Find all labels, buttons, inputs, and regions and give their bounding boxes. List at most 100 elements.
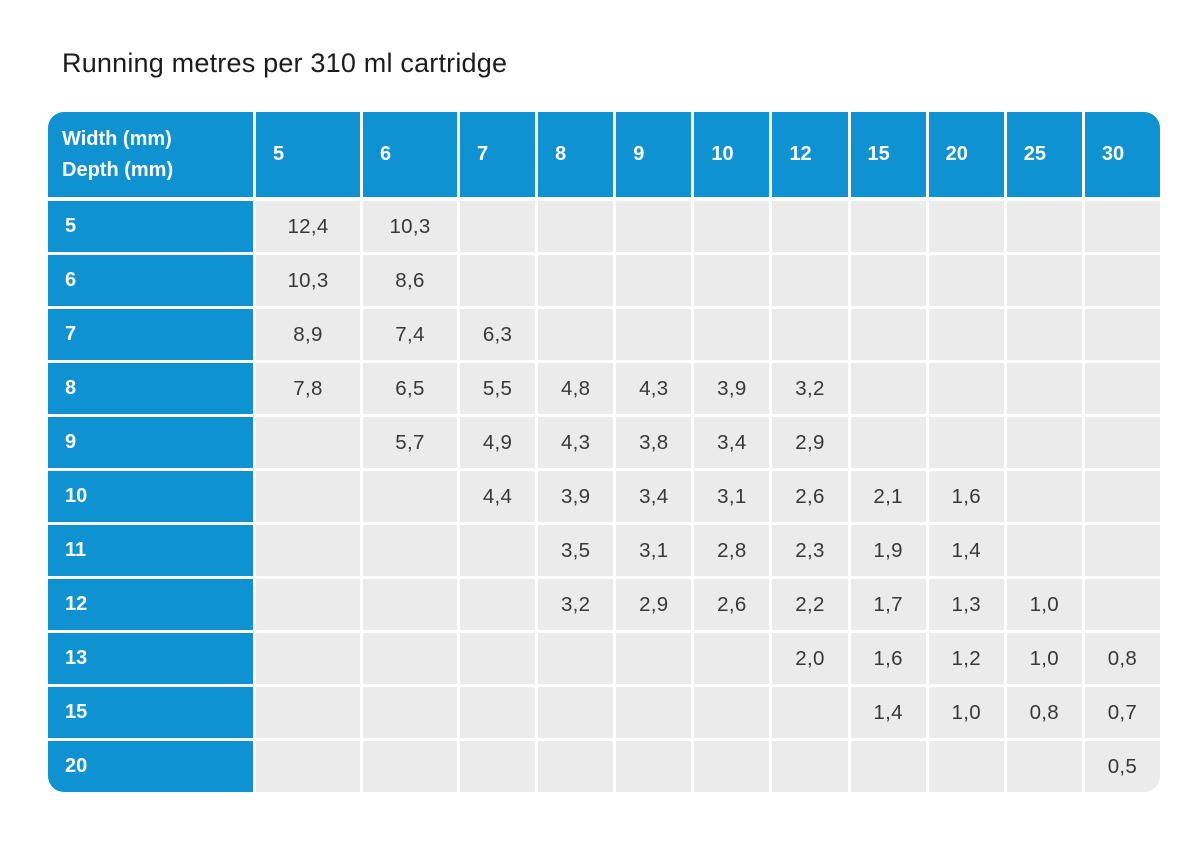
table-row: 9 5,7 4,9 4,3 3,8 3,4 2,9	[48, 417, 1160, 468]
data-cell: 3,1	[694, 471, 770, 522]
data-cell: 4,8	[538, 363, 614, 414]
row-header-9: 9	[48, 417, 253, 468]
data-cell: 2,9	[772, 417, 848, 468]
data-cell: 0,7	[1084, 687, 1160, 738]
data-cell: 2,8	[694, 525, 770, 576]
row-header-12: 12	[48, 579, 253, 630]
data-cell: 7,4	[363, 309, 457, 360]
data-cell	[256, 579, 360, 630]
data-cell: 1,4	[850, 687, 926, 738]
data-cell	[850, 255, 926, 306]
data-cell: 6,3	[460, 309, 536, 360]
data-cell	[256, 471, 360, 522]
data-cell: 2,2	[772, 579, 848, 630]
data-cell	[694, 687, 770, 738]
data-cell: 12,4	[256, 201, 360, 252]
data-cell: 0,5	[1084, 741, 1160, 792]
data-cell: 3,8	[616, 417, 692, 468]
data-cell	[1006, 741, 1082, 792]
data-cell	[256, 687, 360, 738]
row-header-8: 8	[48, 363, 253, 414]
data-cell	[1084, 525, 1160, 576]
data-cell: 1,3	[928, 579, 1004, 630]
data-cell	[1006, 309, 1082, 360]
data-cell	[460, 525, 536, 576]
data-cell	[850, 309, 926, 360]
data-cell	[850, 363, 926, 414]
data-cell: 8,9	[256, 309, 360, 360]
data-cell	[1006, 417, 1082, 468]
data-cell	[928, 363, 1004, 414]
data-cell	[928, 309, 1004, 360]
data-cell	[538, 633, 614, 684]
data-cell	[1084, 309, 1160, 360]
data-cell	[1084, 417, 1160, 468]
data-cell: 1,0	[928, 687, 1004, 738]
row-header-7: 7	[48, 309, 253, 360]
col-header-5: 5	[256, 112, 360, 197]
data-cell: 1,0	[1006, 633, 1082, 684]
data-cell	[850, 201, 926, 252]
table-row: 20 0,5	[48, 741, 1160, 792]
row-header-15: 15	[48, 687, 253, 738]
data-cell	[694, 255, 770, 306]
data-cell: 2,3	[772, 525, 848, 576]
data-cell	[1006, 525, 1082, 576]
data-cell	[772, 741, 848, 792]
data-cell: 8,6	[363, 255, 457, 306]
data-cell	[460, 255, 536, 306]
col-header-12: 12	[772, 112, 848, 197]
data-cell	[616, 309, 692, 360]
data-cell	[363, 471, 457, 522]
row-header-13: 13	[48, 633, 253, 684]
data-cell: 3,9	[538, 471, 614, 522]
depth-header-label: Depth (mm)	[62, 158, 174, 181]
data-cell: 2,9	[616, 579, 692, 630]
table-row: 7 8,9 7,4 6,3	[48, 309, 1160, 360]
row-header-20: 20	[48, 741, 253, 792]
data-cell	[460, 687, 536, 738]
data-cell: 1,4	[928, 525, 1004, 576]
data-cell: 0,8	[1084, 633, 1160, 684]
data-cell	[460, 633, 536, 684]
data-cell	[1006, 471, 1082, 522]
table-row: 10 4,4 3,9 3,4 3,1 2,6 2,1 1,6	[48, 471, 1160, 522]
table-row: 5 12,4 10,3	[48, 201, 1160, 252]
data-cell	[538, 201, 614, 252]
data-cell	[256, 741, 360, 792]
col-header-7: 7	[460, 112, 536, 197]
width-header-label: Width (mm)	[62, 127, 172, 150]
cartridge-table: Width (mm) Depth (mm) 5 6 7 8 9 10 12 15 20 25 30 …	[48, 112, 1160, 792]
data-cell	[616, 687, 692, 738]
data-cell	[772, 687, 848, 738]
data-cell	[363, 525, 457, 576]
data-cell	[694, 309, 770, 360]
data-cell: 4,4	[460, 471, 536, 522]
data-cell: 3,2	[538, 579, 614, 630]
table-row: 6 10,3 8,6	[48, 255, 1160, 306]
col-header-6: 6	[363, 112, 457, 197]
data-cell	[928, 201, 1004, 252]
data-cell: 4,3	[538, 417, 614, 468]
data-cell	[616, 741, 692, 792]
data-cell	[460, 201, 536, 252]
data-cell	[772, 201, 848, 252]
data-cell	[772, 255, 848, 306]
data-cell	[694, 741, 770, 792]
col-header-25: 25	[1006, 112, 1082, 197]
data-cell: 1,6	[928, 471, 1004, 522]
table-row: 13 2,0 1,6 1,2 1,0 0,8	[48, 633, 1160, 684]
data-cell	[1006, 363, 1082, 414]
data-cell	[256, 633, 360, 684]
row-header-6: 6	[48, 255, 253, 306]
data-cell	[850, 417, 926, 468]
data-cell: 1,9	[850, 525, 926, 576]
table-header-row: Width (mm) Depth (mm) 5 6 7 8 9 10 12 15 20 25 30	[48, 112, 1160, 197]
data-cell: 1,7	[850, 579, 926, 630]
data-cell: 10,3	[363, 201, 457, 252]
data-cell	[694, 633, 770, 684]
data-cell	[363, 633, 457, 684]
data-cell: 2,6	[772, 471, 848, 522]
table-row: 12 3,2 2,9 2,6 2,2 1,7 1,3 1,0	[48, 579, 1160, 630]
